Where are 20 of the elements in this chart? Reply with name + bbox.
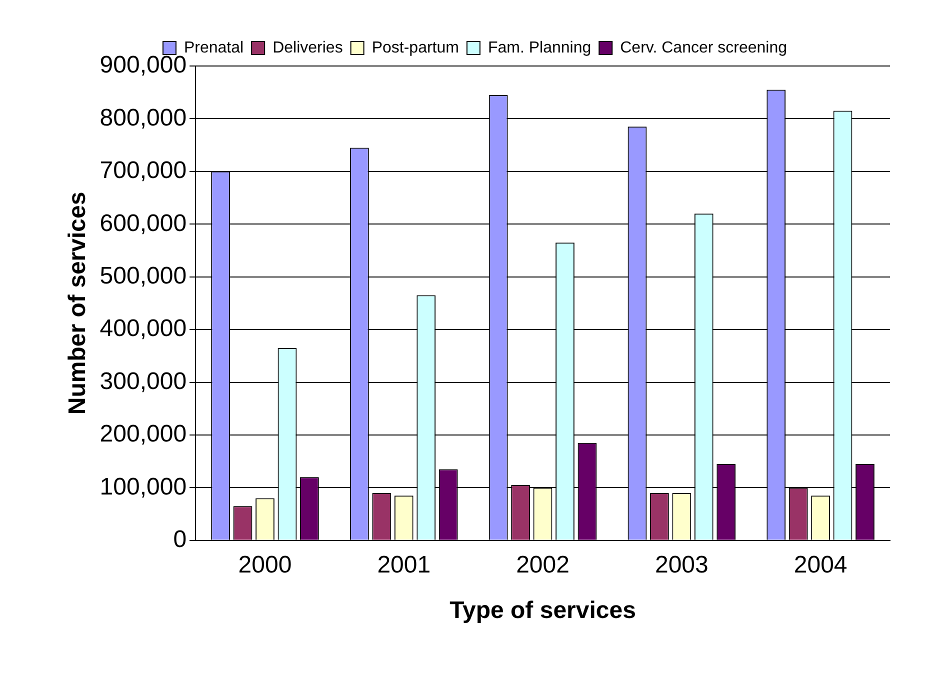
y-tick-label: 800,000: [100, 104, 187, 132]
y-axis-title: Number of services: [64, 192, 92, 415]
x-tick-label: 2001: [377, 551, 431, 578]
y-tick-label: 200,000: [100, 420, 187, 448]
y-tick-label: 600,000: [100, 210, 187, 237]
y-tick-label: 500,000: [100, 262, 187, 290]
y-tick-label: 0: [173, 526, 187, 554]
y-tick-label: 300,000: [100, 368, 187, 395]
legend-label: Fam. Planning: [488, 39, 592, 56]
y-tick-label: 100,000: [100, 473, 187, 500]
x-tick-label: 2002: [516, 551, 570, 578]
x-tick-label: 2000: [238, 551, 292, 578]
y-tick-label: 400,000: [100, 315, 187, 342]
y-tick-label: 700,000: [100, 157, 187, 184]
x-tick-label: 2004: [794, 551, 848, 578]
legend-label: Post-partum: [372, 39, 459, 56]
legend-label: Cerv. Cancer screening: [620, 39, 788, 56]
x-axis-title: Type of services: [450, 597, 636, 624]
x-tick-label: 2003: [654, 551, 708, 578]
legend-label: Deliveries: [272, 39, 343, 56]
